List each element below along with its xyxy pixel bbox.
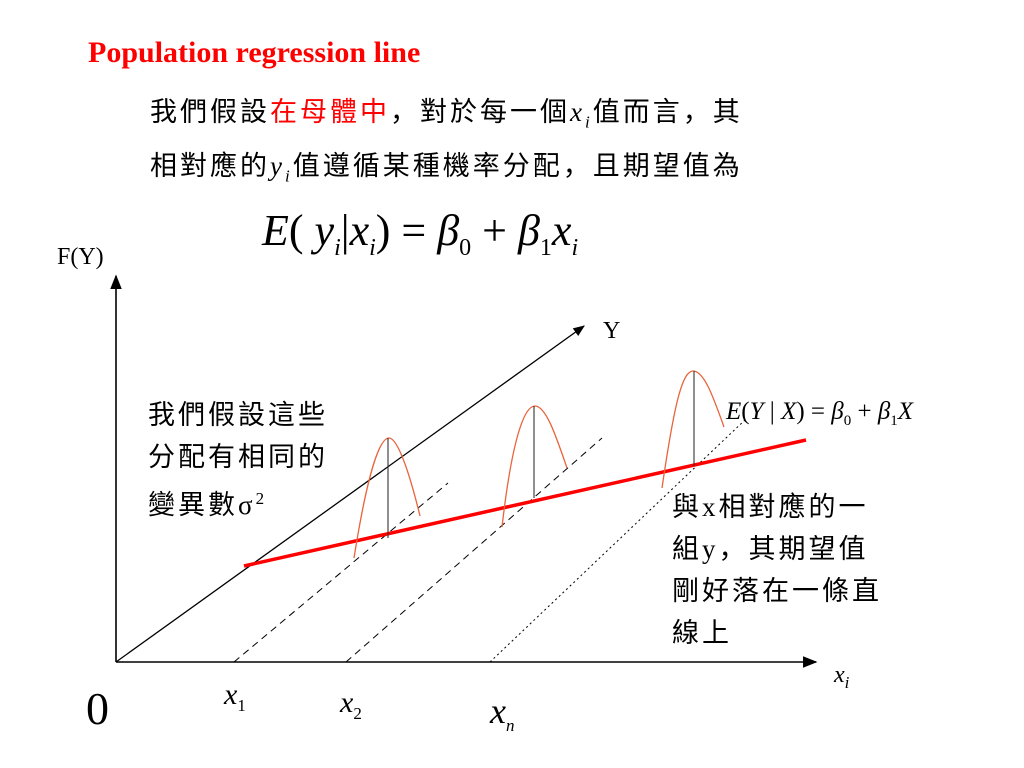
intro-var-x: x (570, 97, 585, 127)
x-tick-1: x1 (224, 678, 246, 716)
small-formula-bar: | (769, 398, 775, 425)
formula-bar: | (340, 206, 350, 255)
guide-line-xn (489, 418, 747, 663)
left-note-line: 分配有相同的 (148, 442, 328, 472)
left-note-text: 變異數σ (148, 490, 256, 520)
x-axis-sub: i (844, 672, 850, 692)
formula-sub: i (571, 234, 579, 261)
formula-paren: ( (288, 206, 304, 255)
small-formula: E(Y | X) = β0 + β1X (726, 398, 913, 430)
distribution-curve-3 (661, 370, 725, 489)
formula-e: E (262, 206, 289, 255)
distribution-curve-1 (353, 437, 421, 559)
intro-var-sub: i (584, 112, 593, 132)
regression-line (243, 438, 807, 568)
x-tick-var: x (490, 691, 506, 731)
intro-segment: 值而言，其 (592, 97, 743, 127)
formula-beta: β (518, 206, 540, 255)
formula-sub: 1 (539, 234, 552, 261)
guide-line-x2 (345, 437, 603, 663)
slide-title: Population regression line (88, 36, 421, 69)
origin-label: 0 (86, 683, 109, 734)
small-formula-plus: + (857, 398, 872, 425)
intro-highlight: 在母體中 (270, 97, 390, 127)
small-formula-x: X (897, 398, 914, 425)
formula-beta: β (437, 206, 460, 255)
right-note-line: 剛好落在一條直 (672, 576, 882, 606)
x-tick-sub: 1 (237, 696, 246, 715)
small-formula-equals: = (810, 398, 825, 425)
intro-line-1: 我們假設在母體中，對於每一個xi值而言，其 (150, 90, 743, 144)
formula-plus: + (482, 206, 507, 255)
main-formula: E( yi|xi) = β0 + β1xi (262, 205, 578, 262)
intro-line-2: 相對應的yi值遵循某種機率分配，且期望值為 (150, 144, 743, 198)
x-axis-label: xi (834, 662, 849, 693)
x-tick-n: xn (490, 690, 514, 736)
formula-x: x (551, 206, 572, 255)
intro-segment: 值遵循某種機率分配，且期望值為 (292, 151, 743, 182)
formula-equals: = (401, 206, 427, 255)
small-formula-paren: ( (741, 398, 750, 425)
small-formula-x: X (781, 398, 797, 425)
diagonal-axis-label: Y (603, 318, 621, 344)
formula-sub: 0 (459, 234, 472, 261)
intro-var-sub: i (284, 166, 293, 186)
x-axis-var: x (834, 662, 845, 688)
intro-segment: 我們假設 (150, 97, 270, 127)
formula-y: y (314, 206, 335, 255)
left-note: 我們假設這些 分配有相同的 變異數σ2 (148, 394, 328, 526)
small-formula-sub: 0 (843, 413, 852, 429)
y-axis-label: F(Y) (57, 244, 104, 270)
x-tick-sub: n (505, 716, 515, 736)
formula-sub: i (334, 234, 341, 261)
left-note-line: 變異數σ2 (148, 478, 328, 526)
small-formula-beta: β (831, 398, 844, 425)
small-formula-sub: 1 (890, 413, 898, 429)
x-tick-2: x2 (340, 686, 362, 724)
small-formula-paren: ) (796, 398, 805, 425)
diagonal-y-axis (115, 325, 585, 663)
x-tick-var: x (340, 686, 354, 719)
right-note-line: 與x相對應的一 (672, 492, 869, 522)
intro-text: 我們假設在母體中，對於每一個xi值而言，其 相對應的yi值遵循某種機率分配，且期… (150, 90, 743, 199)
guide-line-x1 (233, 482, 449, 663)
x-tick-var: x (224, 678, 238, 711)
right-note-line: 組y，其期望值 (672, 534, 869, 564)
formula-sub: i (369, 234, 376, 261)
left-note-sup: 2 (255, 489, 268, 508)
small-formula-beta: β (877, 398, 891, 425)
x-tick-sub: 2 (353, 704, 362, 723)
formula-x: x (349, 206, 370, 255)
intro-segment: ，對於每一個 (390, 97, 570, 127)
intro-var-y: y (270, 151, 285, 182)
left-note-line: 我們假設這些 (148, 400, 328, 430)
small-formula-e: E (726, 398, 742, 425)
right-note: 與x相對應的一 組y，其期望值 剛好落在一條直 線上 (672, 486, 882, 654)
right-note-line: 線上 (672, 618, 732, 648)
small-formula-y: Y (749, 398, 764, 425)
formula-paren: ) (375, 206, 391, 255)
intro-segment: 相對應的 (150, 151, 270, 182)
